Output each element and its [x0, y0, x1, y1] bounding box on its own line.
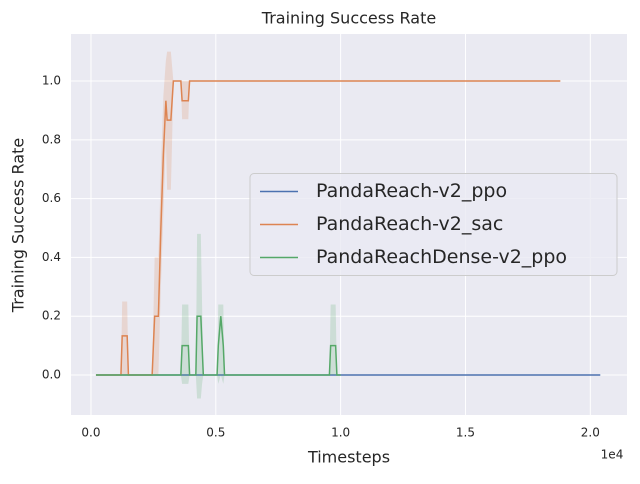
confidence-band [95, 233, 341, 399]
marks [95, 51, 601, 399]
legend-label: PandaReach-v2_ppo [316, 180, 507, 202]
y-tick-label: 0.0 [42, 368, 61, 382]
legend-box [249, 173, 618, 276]
series-line [95, 80, 561, 376]
chart-title: Training Success Rate [261, 9, 436, 28]
x-tick-label: 0.5 [206, 426, 225, 440]
labels: 0.0 0.5 1.0 1.5 2.0 0.0 0.2 0.4 0.6 0.8 1.0 [42, 74, 600, 440]
x-tick-label: 2.0 [581, 426, 600, 440]
y-tick-label: 0.2 [42, 309, 61, 323]
x-axis-label: Timesteps [307, 448, 390, 467]
x-tick-label: 0.0 [81, 426, 100, 440]
y-tick-label: 1.0 [42, 74, 61, 88]
series-line [95, 315, 341, 376]
x-tick-label: 1.0 [331, 426, 350, 440]
y-tick-label: 0.8 [42, 132, 61, 146]
y-tick-label: 0.6 [42, 191, 61, 205]
legend-label: PandaReach-v2_sac [316, 213, 503, 235]
y-tick-label: 0.4 [42, 250, 61, 264]
x-offset-label: 1e4 [601, 448, 624, 462]
y-axis-label: Training Success Rate [9, 138, 28, 313]
x-tick-label: 1.5 [456, 426, 475, 440]
legend: PandaReach-v2_ppo PandaReach-v2_sac PandaR… [249, 173, 618, 276]
legend-label: PandaReachDense-v2_ppo [316, 246, 567, 268]
